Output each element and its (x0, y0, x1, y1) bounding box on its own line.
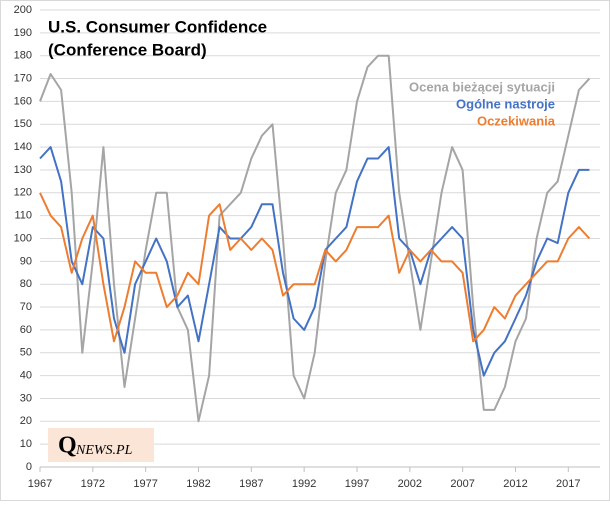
x-tick-label: 1982 (186, 478, 210, 490)
y-tick-label: 160 (14, 95, 32, 107)
legend-entry: Ocena bieżącej sytuacji (409, 79, 555, 94)
x-tick-label: 1972 (81, 478, 105, 490)
x-tick-label: 1992 (292, 478, 316, 490)
series-line (39, 192, 591, 343)
y-tick-label: 50 (20, 347, 32, 359)
y-tick-label: 40 (20, 370, 32, 382)
y-tick-label: 110 (14, 210, 32, 222)
x-tick-label: 2002 (398, 478, 422, 490)
legend-entry: Ogólne nastroje (456, 96, 555, 111)
chart-subtitle: (Conference Board) (48, 40, 207, 59)
y-tick-label: 20 (20, 415, 32, 427)
x-tick-label: 2007 (450, 478, 474, 490)
x-tick-label: 1977 (133, 478, 157, 490)
y-tick-label: 70 (20, 301, 32, 313)
y-tick-label: 0 (26, 461, 32, 473)
y-tick-label: 60 (20, 324, 32, 336)
y-tick-label: 200 (14, 4, 32, 16)
y-tick-label: 90 (20, 255, 32, 267)
watermark-text: NEWS.PL (75, 443, 133, 458)
x-tick-label: 2012 (503, 478, 527, 490)
y-tick-label: 170 (14, 72, 32, 84)
y-tick-label: 130 (14, 164, 32, 176)
y-tick-label: 150 (14, 118, 32, 130)
x-tick-label: 1987 (239, 478, 263, 490)
y-tick-label: 190 (14, 27, 32, 39)
y-tick-label: 80 (20, 278, 32, 290)
x-tick-label: 1997 (345, 478, 369, 490)
watermark-initial: Q (58, 433, 77, 459)
x-tick-label: 1967 (28, 478, 52, 490)
y-tick-label: 140 (14, 141, 32, 153)
watermark-box (48, 428, 154, 462)
series-line (39, 54, 591, 423)
y-tick-label: 120 (14, 187, 32, 199)
y-tick-label: 10 (20, 438, 32, 450)
legend-entry: Oczekiwania (477, 113, 556, 128)
y-tick-label: 180 (14, 50, 32, 62)
y-tick-label: 100 (14, 232, 32, 244)
y-tick-label: 30 (20, 392, 32, 404)
x-tick-label: 2017 (556, 478, 580, 490)
chart-title: U.S. Consumer Confidence (48, 17, 267, 36)
series-line (39, 146, 590, 377)
